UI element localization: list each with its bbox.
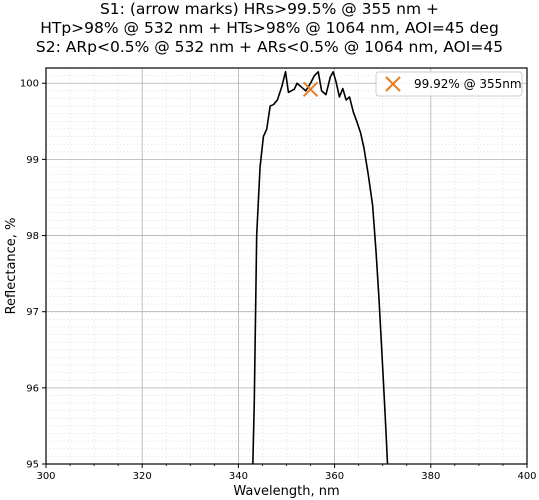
marker-stroke xyxy=(302,81,319,98)
legend-box xyxy=(375,71,523,97)
legend-marker-stroke xyxy=(385,76,401,92)
legend-marker-icon xyxy=(385,76,401,92)
y-tick-label: 96 xyxy=(26,383,39,394)
x-tick-label: 300 xyxy=(36,471,55,482)
grid xyxy=(45,67,528,465)
x-tick-label: 320 xyxy=(133,471,152,482)
x-axis-label: Wavelength, nm xyxy=(233,484,339,499)
y-tick-label: 97 xyxy=(26,307,39,318)
chart-title-line-2: HTp>98% @ 532 nm + HTs>98% @ 1064 nm, AO… xyxy=(40,19,499,37)
axes: 300 320 340 360 380 400 95 96 97 98 99 100 Wavelengt… xyxy=(4,67,537,499)
y-tick-label: 98 xyxy=(26,231,39,242)
chart-title-line-1: S1: (arrow marks) HRs>99.5% @ 355 nm + xyxy=(99,0,440,18)
legend-label: 99.92% @ 355nm xyxy=(414,77,522,91)
x-tick-label: 360 xyxy=(325,471,344,482)
y-tick-label: 95 xyxy=(26,460,39,471)
x-tick-label: 400 xyxy=(517,471,536,482)
legend: 99.92% @ 355nm xyxy=(375,71,523,97)
chart-title: S1: (arrow marks) HRs>99.5% @ 355 nm + H… xyxy=(0,0,539,60)
chart-title-line-3: S2: ARp<0.5% @ 532 nm + ARs<0.5% @ 1064 … xyxy=(35,38,504,56)
x-tick-label: 340 xyxy=(229,471,248,482)
reflectance-curve xyxy=(252,71,389,465)
marker-point xyxy=(302,81,319,98)
y-axis-label: Reflectance, % xyxy=(4,218,19,315)
series-layer xyxy=(252,71,389,465)
x-tick-label: 380 xyxy=(421,471,440,482)
y-tick-label: 99 xyxy=(26,155,39,166)
y-tick-label: 100 xyxy=(20,79,39,90)
